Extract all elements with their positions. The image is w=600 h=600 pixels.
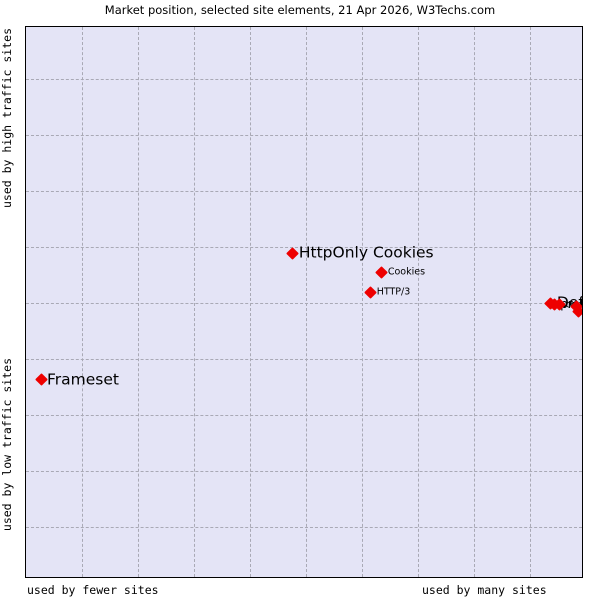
gridline-vertical: [418, 27, 419, 577]
gridline-vertical: [82, 27, 83, 577]
data-point-label: HttpOnly Cookies: [298, 243, 434, 262]
gridline-horizontal: [26, 79, 582, 80]
y-axis-bottom-caption: used by low traffic sites: [0, 358, 14, 532]
gridline-vertical: [194, 27, 195, 577]
gridline-vertical: [306, 27, 307, 577]
gridline-vertical: [362, 27, 363, 577]
data-point-label: Cookies: [387, 266, 426, 278]
gridline-horizontal: [26, 191, 582, 192]
x-axis-left-caption: used by fewer sites: [27, 583, 159, 597]
data-point-label: Frameset: [47, 369, 119, 388]
gridline-vertical: [530, 27, 531, 577]
gridlines: [26, 27, 582, 577]
gridline-vertical: [474, 27, 475, 577]
gridline-horizontal: [26, 359, 582, 360]
chart-title: Market position, selected site elements,…: [104, 3, 496, 17]
data-point-marker: [34, 373, 48, 386]
gridline-horizontal: [26, 471, 582, 472]
data-point-marker: [286, 246, 300, 260]
data-point-label: HTTP/3: [376, 286, 411, 298]
gridline-vertical: [250, 27, 251, 577]
data-point-marker: [364, 285, 378, 299]
gridline-horizontal: [26, 527, 582, 528]
gridline-horizontal: [26, 135, 582, 136]
gridline-horizontal: [26, 415, 582, 416]
gridline-horizontal: [26, 303, 582, 304]
data-point-marker: [375, 265, 389, 279]
y-axis-top-caption: used by high traffic sites: [0, 28, 14, 209]
gridline-vertical: [138, 27, 139, 577]
x-axis-right-caption: used by many sites: [422, 583, 547, 597]
